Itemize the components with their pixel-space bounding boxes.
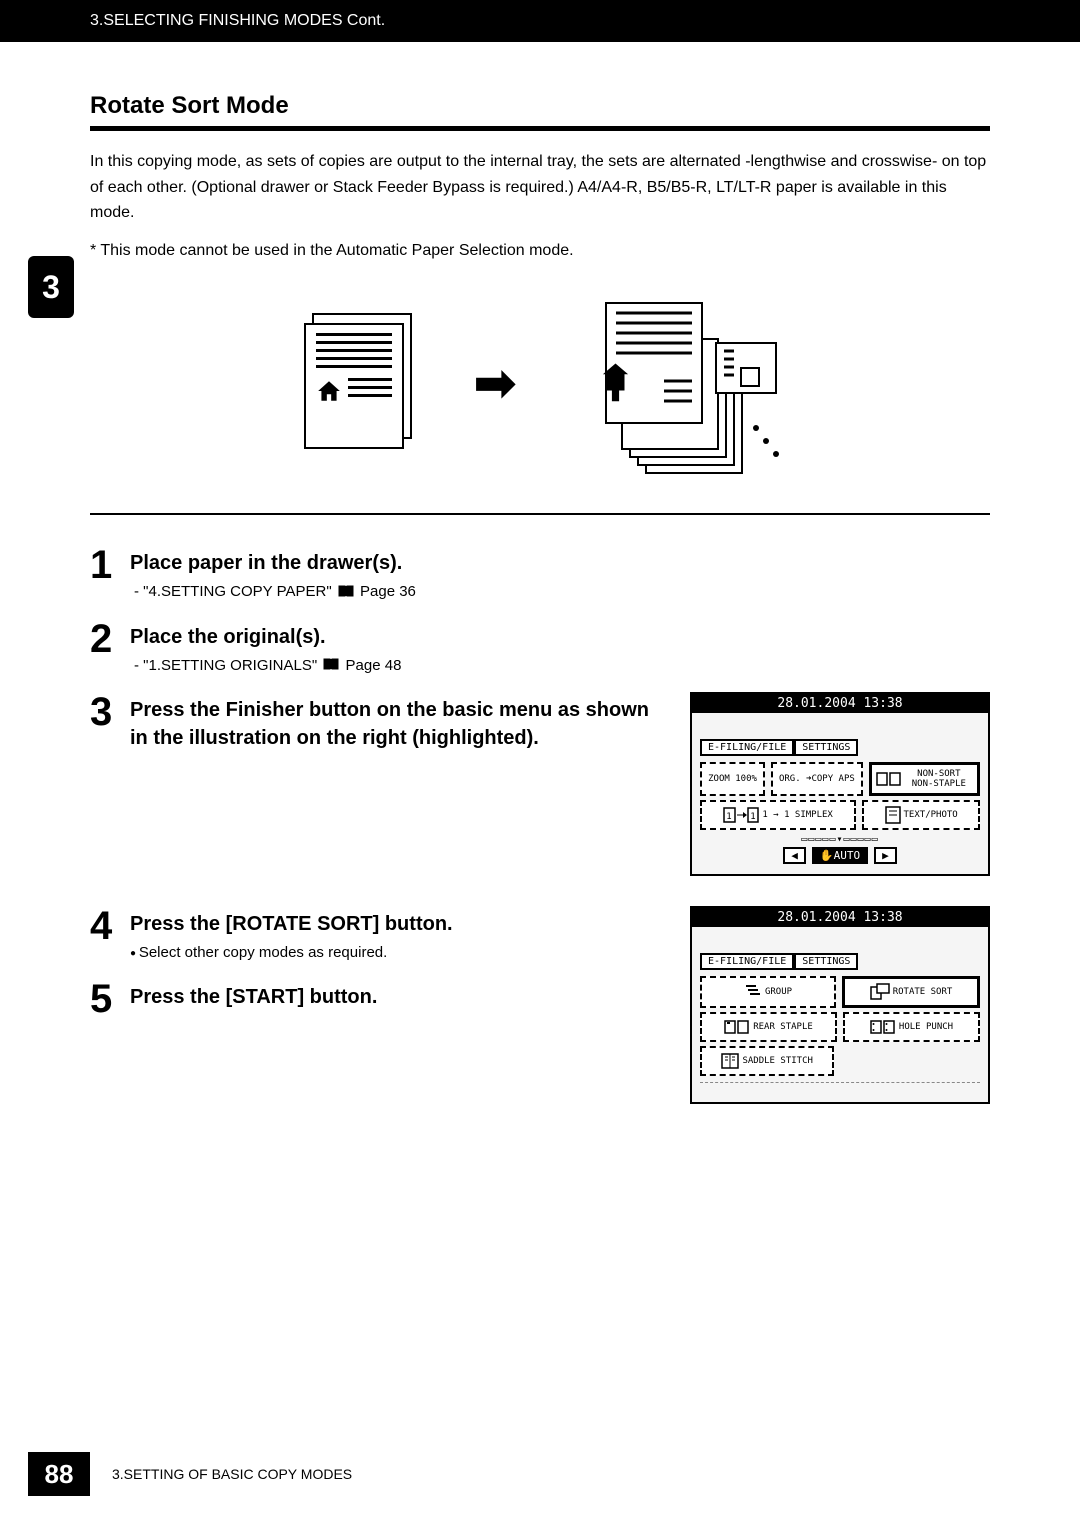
svg-text:1: 1 (727, 812, 732, 822)
diagram-area: ➡ (90, 283, 990, 483)
hole-icon (870, 1019, 896, 1035)
doc-icon (885, 806, 901, 824)
step-3: 3 Press the Finisher button on the basic… (90, 692, 670, 752)
simplex-button[interactable]: 11 1 → 1 SIMPLEX (700, 800, 856, 830)
rotate-icon (870, 983, 890, 1001)
doc-output-stack (576, 283, 776, 483)
step-number: 3 (90, 692, 130, 752)
saddle-stitch-button[interactable]: SADDLE STITCH (700, 1046, 834, 1076)
step-number: 5 (90, 979, 130, 1019)
tab-efiling[interactable]: E-FILING/FILE (700, 739, 794, 756)
saddle-icon (721, 1053, 739, 1069)
tab-settings[interactable]: SETTINGS (794, 953, 858, 970)
doc-input-stack (304, 313, 414, 453)
tab-efiling[interactable]: E-FILING/FILE (700, 953, 794, 970)
step-title: Place paper in the drawer(s). (130, 549, 990, 577)
book-icon (323, 657, 339, 674)
step-4: 4 Press the [ROTATE SORT] button. Select… (90, 906, 670, 961)
lcd-panel-finisher: 28.01.2004 13:38 E-FILING/FILE SETTINGS … (690, 906, 990, 1104)
page-footer: 88 3.SETTING OF BASIC COPY MODES (0, 1452, 1080, 1496)
page-number: 88 (28, 1452, 90, 1496)
intro-text: In this copying mode, as sets of copies … (90, 149, 990, 226)
pages-icon (876, 770, 902, 788)
step-title: Press the [ROTATE SORT] button. (130, 910, 670, 938)
group-button[interactable]: GROUP (700, 976, 836, 1008)
arrow-icon: ➡ (474, 354, 516, 412)
step-title: Press the [START] button. (130, 983, 670, 1011)
auto-button[interactable]: ✋AUTO (812, 847, 868, 864)
rotate-sort-button[interactable]: ROTATE SORT (842, 976, 980, 1008)
org-copy-button[interactable]: ORG. ➜COPY APS (771, 762, 863, 796)
diagram-rule (90, 513, 990, 515)
panel-datetime: 28.01.2004 13:38 (692, 908, 988, 927)
hole-punch-button[interactable]: HOLE PUNCH (843, 1012, 980, 1042)
svg-text:1: 1 (751, 812, 756, 822)
text-photo-button[interactable]: TEXT/PHOTO (862, 800, 980, 830)
book-icon (338, 584, 354, 601)
rear-staple-button[interactable]: REAR STAPLE (700, 1012, 837, 1042)
step-1: 1 Place paper in the drawer(s). "4.SETTI… (90, 545, 990, 601)
finisher-button[interactable]: NON-SORT NON-STAPLE (869, 762, 980, 796)
staple-icon (724, 1019, 750, 1035)
panel-datetime: 28.01.2004 13:38 (692, 694, 988, 713)
step-number: 2 (90, 619, 130, 675)
step-number: 1 (90, 545, 130, 601)
tab-settings[interactable]: SETTINGS (794, 739, 858, 756)
nav-next-button[interactable]: ▶ (874, 847, 897, 864)
step-bullet: Select other copy modes as required. (148, 944, 670, 961)
lcd-panel-basic: 28.01.2004 13:38 E-FILING/FILE SETTINGS … (690, 692, 990, 876)
steps-list: 1 Place paper in the drawer(s). "4.SETTI… (90, 545, 990, 1104)
step-title: Place the original(s). (130, 623, 990, 651)
step-3-row: 3 Press the Finisher button on the basic… (90, 692, 990, 876)
breadcrumb: 3.SELECTING FINISHING MODES Cont. (90, 12, 385, 30)
step-number: 4 (90, 906, 130, 961)
group-icon (744, 984, 762, 1000)
zoom-button[interactable]: ZOOM 100% (700, 762, 765, 796)
step-title: Press the Finisher button on the basic m… (130, 696, 670, 752)
step-subref: "1.SETTING ORIGINALS" Page 48 (148, 657, 990, 675)
section-rule (90, 126, 990, 131)
section-title: Rotate Sort Mode (90, 92, 990, 120)
step-5: 5 Press the [START] button. (90, 979, 670, 1019)
footer-chapter: 3.SETTING OF BASIC COPY MODES (112, 1466, 352, 1482)
tray-indicator: ▭▭▭▭▭▾▭▭▭▭▭ (700, 834, 980, 845)
nav-prev-button[interactable]: ◀ (783, 847, 806, 864)
house-icon (316, 378, 342, 404)
simplex-icon: 11 (723, 806, 759, 824)
note-text: * This mode cannot be used in the Automa… (90, 238, 990, 264)
step-subref: "4.SETTING COPY PAPER" Page 36 (148, 583, 990, 601)
header-bar: 3.SELECTING FINISHING MODES Cont. (0, 0, 1080, 42)
step-4-5-row: 4 Press the [ROTATE SORT] button. Select… (90, 906, 990, 1104)
step-2: 2 Place the original(s). "1.SETTING ORIG… (90, 619, 990, 675)
